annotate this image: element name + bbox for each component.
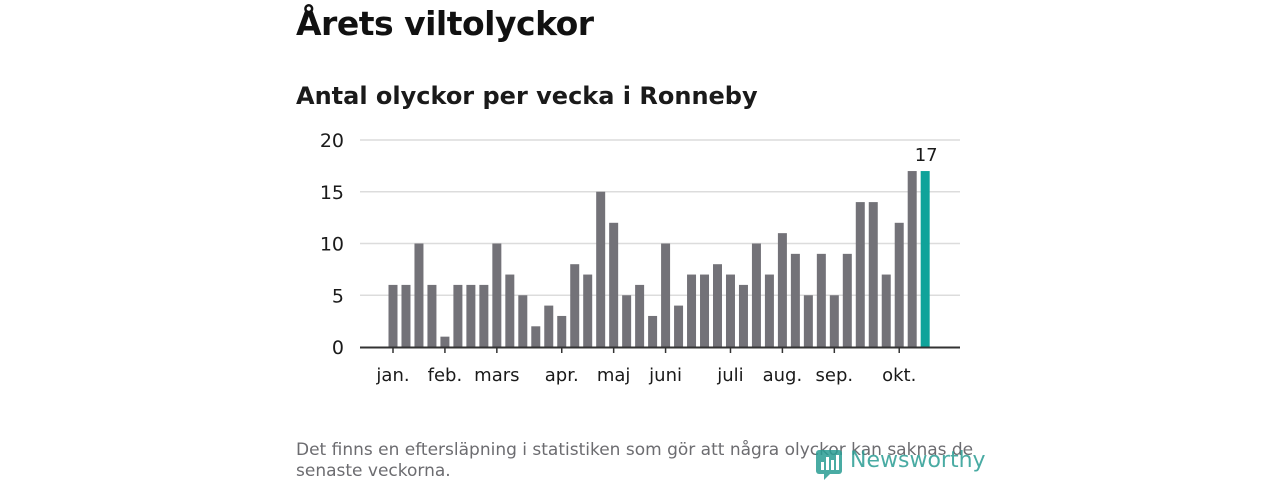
bar xyxy=(609,222,619,347)
bar xyxy=(713,264,722,347)
bar xyxy=(881,274,891,347)
bar xyxy=(596,191,606,347)
bars xyxy=(388,171,930,347)
y-tick-label: 15 xyxy=(320,182,344,204)
bar xyxy=(894,222,904,347)
bar-chart: 0 5 10 15 20 jan. feb. mars apr. maj juni juli aug.… xyxy=(320,130,960,386)
bar xyxy=(570,264,580,347)
bar xyxy=(635,284,645,347)
bar xyxy=(466,284,476,347)
newsworthy-logo: Newsworthy xyxy=(816,446,986,480)
bar xyxy=(842,253,852,347)
data-labels: 17 xyxy=(915,145,938,166)
bar xyxy=(427,284,437,347)
bar xyxy=(738,284,748,347)
x-tick-label: maj xyxy=(597,365,631,386)
bar xyxy=(816,253,826,347)
y-tick-label: 20 xyxy=(320,130,344,152)
bar xyxy=(855,202,865,347)
bar xyxy=(777,233,787,347)
x-tick-label: jan. xyxy=(375,365,409,386)
x-tick-label: sep. xyxy=(816,365,854,386)
bar xyxy=(544,305,554,347)
chart-title: Årets viltolyckor xyxy=(296,4,594,43)
footnote: Det finns en eftersläpning i statistiken… xyxy=(296,440,974,481)
bar xyxy=(401,284,411,347)
bar xyxy=(687,274,697,347)
bar xyxy=(700,274,710,347)
bar xyxy=(622,295,632,347)
bar xyxy=(661,243,671,347)
bar xyxy=(453,284,463,347)
bar xyxy=(492,243,502,347)
x-tick-label: feb. xyxy=(428,365,463,386)
y-tick-label: 10 xyxy=(320,234,344,256)
y-tick-label: 5 xyxy=(332,285,344,307)
bar xyxy=(531,326,541,347)
y-axis-labels: 0 5 10 15 20 xyxy=(320,130,344,359)
highlight-value-label: 17 xyxy=(915,145,938,166)
bar xyxy=(868,202,878,347)
bar xyxy=(920,171,930,347)
bar xyxy=(414,243,424,347)
x-tick-label: okt. xyxy=(882,365,916,386)
bar xyxy=(518,295,528,347)
x-tick-label: juni xyxy=(648,365,682,386)
bar xyxy=(557,315,567,347)
bar xyxy=(440,336,450,347)
logo-text: Newsworthy xyxy=(850,448,986,473)
bar xyxy=(829,295,839,347)
chart-subtitle: Antal olyckor per vecka i Ronneby xyxy=(296,82,758,110)
newsworthy-logo-icon xyxy=(816,450,842,480)
bar xyxy=(388,284,398,347)
x-tick-label: aug. xyxy=(763,365,803,386)
bar xyxy=(751,243,761,347)
bar xyxy=(479,284,489,347)
bar xyxy=(803,295,813,347)
bar xyxy=(907,171,917,347)
bar xyxy=(764,274,774,347)
x-tick-label: apr. xyxy=(545,365,579,386)
bar xyxy=(674,305,684,347)
bar xyxy=(505,274,515,347)
x-tick-label: mars xyxy=(474,365,519,386)
bar xyxy=(583,274,593,347)
y-tick-label: 0 xyxy=(332,337,344,359)
bar xyxy=(790,253,800,347)
bar xyxy=(648,315,658,347)
bar xyxy=(725,274,735,347)
x-axis: jan. feb. mars apr. maj juni juli aug. sep. okt. xyxy=(360,346,960,386)
x-tick-label: juli xyxy=(716,365,743,386)
